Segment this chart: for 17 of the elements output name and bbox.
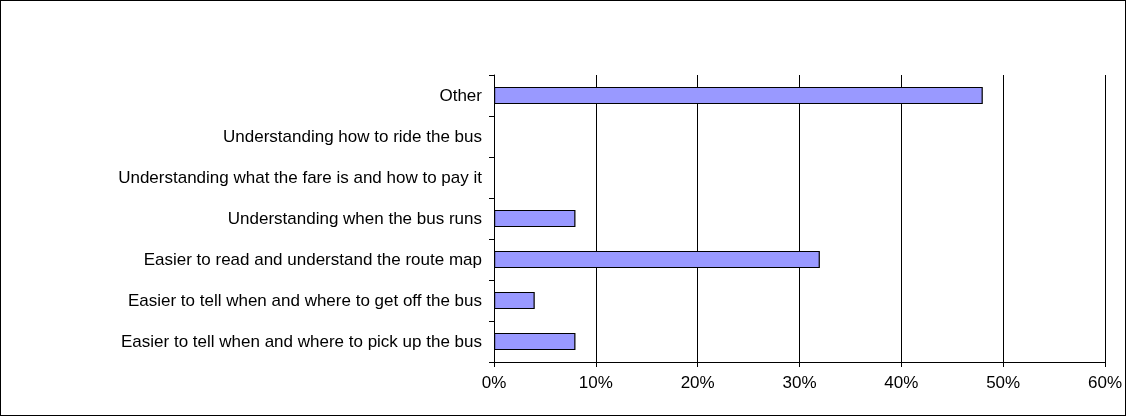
x-tick-label: 60%: [1087, 373, 1122, 392]
y-tick-label: Other: [439, 86, 483, 105]
y-tick-label: Understanding when the bus runs: [227, 209, 482, 228]
bar: [494, 291, 535, 310]
y-tick-label: Easier to tell when and where to get off the bus: [127, 291, 482, 310]
x-tick-label: 50%: [986, 373, 1021, 392]
y-tick-label: Understanding how to ride the bus: [223, 127, 482, 146]
x-tick-label: 0%: [481, 373, 507, 392]
y-tick-label: Understanding what the fare is and how to pay it: [118, 168, 483, 187]
y-tick-label: Easier to read and understand the route map: [143, 250, 482, 269]
y-tick-label: Easier to tell when and where to pick up the bus: [121, 332, 482, 351]
x-tick-label: 40%: [884, 373, 919, 392]
x-tick-label: 30%: [782, 373, 817, 392]
bar: [494, 209, 576, 228]
bar: [494, 332, 576, 351]
x-tick-label: 20%: [680, 373, 715, 392]
x-tick-label: 10%: [578, 373, 613, 392]
